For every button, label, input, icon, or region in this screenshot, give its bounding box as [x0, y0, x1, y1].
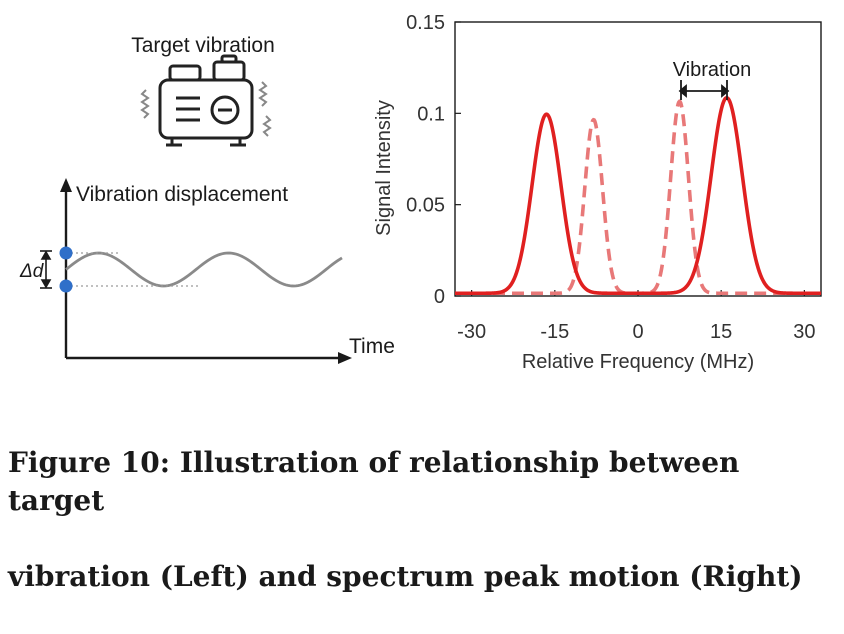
chart-x-label: Relative Frequency (MHz): [522, 351, 754, 373]
displacement-wave: [65, 251, 343, 288]
amplitude-label: Δd: [19, 261, 45, 282]
plot-frame: [454, 21, 822, 297]
x-tick-label: 15: [710, 321, 732, 343]
left-axes: [64, 186, 342, 360]
vibration-annotation: Vibration: [673, 59, 752, 81]
x-tick-label: 30: [793, 321, 815, 343]
upper-point: [59, 246, 73, 260]
amplitude-bracket: [40, 250, 52, 289]
x-tick-label: -15: [540, 321, 569, 343]
y-axis-arrow: [60, 178, 72, 192]
series-solid-line: [455, 96, 821, 296]
chart-y-label: Signal Intensity: [373, 100, 395, 236]
caption-line-1: Figure 10: Illustration of relationship …: [8, 446, 740, 517]
left-panel: Target vibration V: [19, 34, 395, 364]
figure-canvas: Target vibration V: [19, 12, 822, 373]
series-dashed-line: [455, 99, 821, 296]
x-tick-label: 0: [632, 321, 643, 343]
series-layer: [455, 96, 821, 296]
x-axis-label: Time: [349, 335, 395, 358]
y-axis-label: Vibration displacement: [76, 183, 288, 206]
x-axis-arrow: [338, 352, 352, 364]
spectrum-chart: 0 0.05 0.1 0.15 -30 -15 0 15 30 Signal Intensit…: [373, 12, 822, 373]
vibration-annotation-arrow: [678, 80, 730, 100]
x-tick-label: -30: [457, 321, 486, 343]
figure-caption: Figure 10: Illustration of relationship …: [8, 406, 838, 634]
vibration-lines-icon: [140, 81, 272, 137]
vibrating-device-icon: [158, 54, 254, 147]
y-tick-label: 0.05: [406, 195, 445, 217]
lower-point: [59, 279, 73, 293]
y-tick-label: 0: [434, 286, 445, 308]
y-ticks: 0 0.05 0.1 0.15: [406, 12, 461, 308]
caption-line-2: vibration (Left) and spectrum peak motio…: [8, 560, 803, 593]
device-label: Target vibration: [131, 34, 275, 57]
y-tick-label: 0.15: [406, 12, 445, 34]
x-ticks: -30 -15 0 15 30: [457, 290, 815, 343]
y-tick-label: 0.1: [417, 103, 445, 125]
